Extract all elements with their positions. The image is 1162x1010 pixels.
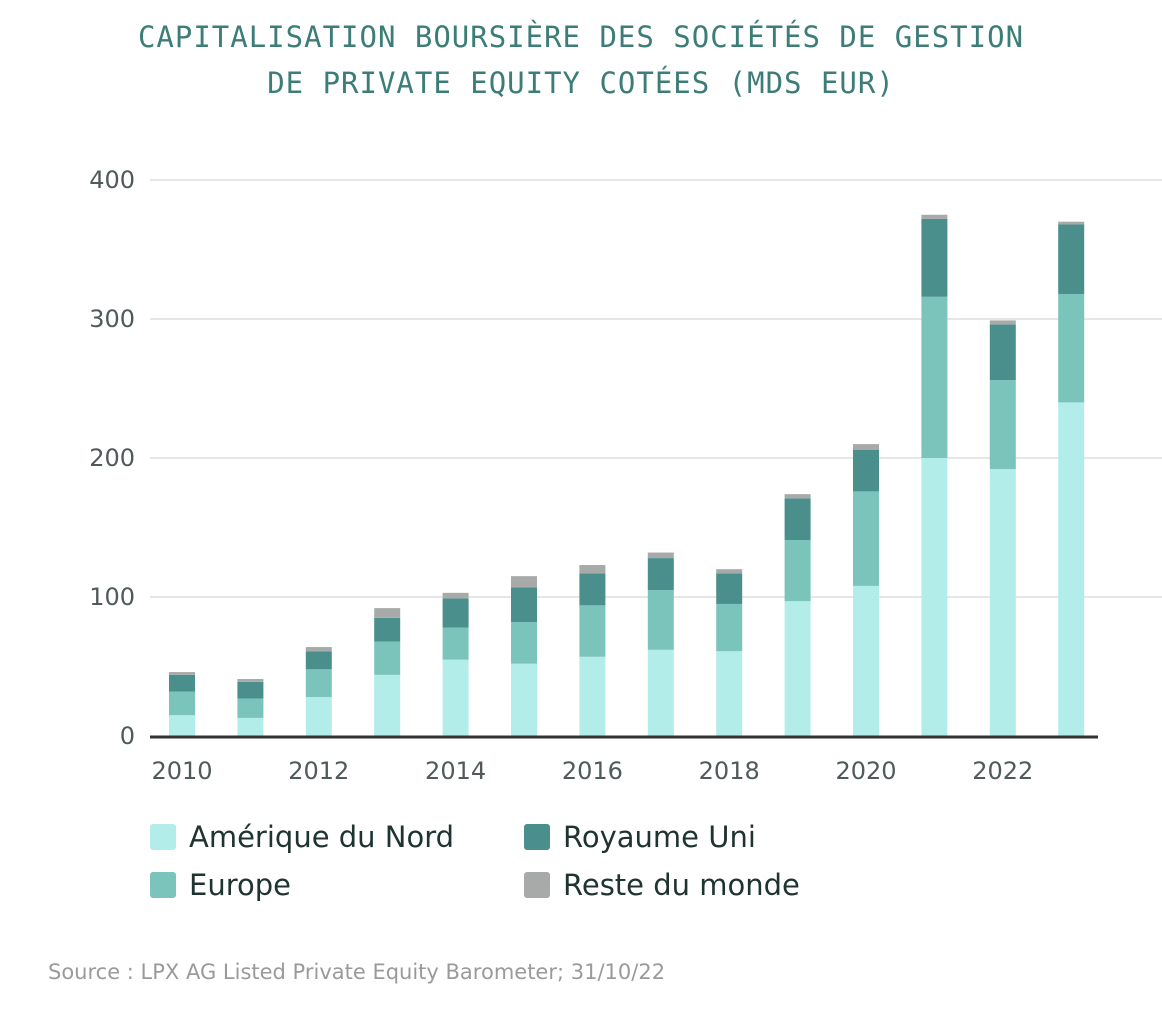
legend-item-amerique-du-nord: Amérique du Nord xyxy=(150,820,454,854)
bar-2010-amerique xyxy=(169,715,195,736)
legend-label-royaume-uni: Royaume Uni xyxy=(563,820,756,854)
bar-2016-europe xyxy=(579,605,606,657)
bar-2017-europe xyxy=(647,590,674,650)
bar-2010-europe xyxy=(169,691,195,716)
legend-label-amerique-du-nord: Amérique du Nord xyxy=(189,820,455,854)
bar-2015-europe xyxy=(511,622,537,664)
bar-2021-europe xyxy=(921,296,948,458)
legend-label-reste-du-monde: Reste du monde xyxy=(563,868,800,902)
bar-2014-reste xyxy=(442,592,469,599)
bar-2020-reste xyxy=(853,444,879,450)
bar-2022-royaume xyxy=(989,324,1016,381)
x-tick-label-2020: 2020 xyxy=(835,757,896,785)
bar-2016-amerique xyxy=(579,656,606,736)
bar-2019-europe xyxy=(784,540,811,602)
y-tick-label-200: 200 xyxy=(89,444,135,472)
bar-2012-europe xyxy=(305,669,332,698)
bar-2018-royaume xyxy=(716,573,743,604)
bar-2022-reste xyxy=(989,320,1016,325)
legend-item-reste-du-monde: Reste du monde xyxy=(524,868,800,902)
legend-swatch-amerique-du-nord xyxy=(150,824,176,850)
bar-2019-amerique xyxy=(784,601,811,736)
x-tick-label-2010: 2010 xyxy=(151,757,212,785)
bar-2014-europe xyxy=(442,627,469,660)
bar-2014-amerique xyxy=(442,659,469,736)
bar-2020-amerique xyxy=(853,585,879,736)
bar-2012-amerique xyxy=(305,697,332,736)
legend-label-europe: Europe xyxy=(189,868,291,902)
bar-2023-europe xyxy=(1058,293,1085,403)
stacked-bar-chart: 0 100 200 300 400 2010 2012 2014 2016 2018 2020 202… xyxy=(89,166,1162,785)
legend-swatch-europe xyxy=(150,872,176,898)
bar-2020-royaume xyxy=(853,449,879,492)
bar-2017-amerique xyxy=(647,649,674,736)
bar-2016-reste xyxy=(579,565,606,574)
bar-2021-amerique xyxy=(921,458,948,736)
y-tick-label-0: 0 xyxy=(120,722,135,750)
bar-2018-amerique xyxy=(716,651,743,736)
bar-2021-reste xyxy=(921,214,948,219)
chart-title-line-2: DE PRIVATE EQUITY COTÉES (MDS EUR) xyxy=(267,66,895,100)
bar-2011-amerique xyxy=(237,717,264,736)
bar-2015-royaume xyxy=(511,587,537,623)
bar-2017-reste xyxy=(647,552,674,559)
x-tick-label-2018: 2018 xyxy=(699,757,760,785)
bar-2010-royaume xyxy=(169,674,195,692)
bar-2017-royaume xyxy=(647,558,674,591)
bar-2022-europe xyxy=(989,380,1016,470)
legend-item-royaume-uni: Royaume Uni xyxy=(524,820,756,854)
bar-2012-royaume xyxy=(305,651,332,670)
bar-2013-royaume xyxy=(374,617,401,642)
legend-swatch-reste-du-monde xyxy=(524,872,550,898)
bar-2016-royaume xyxy=(579,573,606,606)
bar-2011-royaume xyxy=(237,681,264,699)
bar-2020-europe xyxy=(853,491,879,586)
bar-2018-reste xyxy=(716,569,743,574)
bar-2014-royaume xyxy=(442,598,469,628)
bar-2011-europe xyxy=(237,698,264,718)
bar-2019-reste xyxy=(784,494,811,499)
source-note: Source : LPX AG Listed Private Equity Ba… xyxy=(48,960,666,984)
legend-swatch-royaume-uni xyxy=(524,824,550,850)
bar-2013-amerique xyxy=(374,674,401,736)
bar-2015-amerique xyxy=(511,663,537,736)
y-tick-label-100: 100 xyxy=(89,583,135,611)
bar-2023-reste xyxy=(1058,221,1085,225)
chart-title-line-1: CAPITALISATION BOURSIÈRE DES SOCIÉTÉS DE… xyxy=(137,20,1025,54)
x-tick-label-2012: 2012 xyxy=(288,757,349,785)
bar-2012-reste xyxy=(305,647,332,652)
y-tick-label-300: 300 xyxy=(89,305,135,333)
bar-2021-royaume xyxy=(921,218,948,297)
bar-2019-royaume xyxy=(784,498,811,541)
y-tick-label-400: 400 xyxy=(89,166,135,194)
x-tick-label-2022: 2022 xyxy=(972,757,1033,785)
chart-title: CAPITALISATION BOURSIÈRE DES SOCIÉTÉS DE… xyxy=(0,14,1162,106)
bar-2013-europe xyxy=(374,641,401,675)
bar-2011-reste xyxy=(237,679,264,682)
bar-2023-royaume xyxy=(1058,224,1085,294)
bar-2013-reste xyxy=(374,608,401,618)
legend-item-europe: Europe xyxy=(150,868,291,902)
bar-2015-reste xyxy=(511,576,537,588)
x-tick-label-2014: 2014 xyxy=(425,757,486,785)
bar-2022-amerique xyxy=(989,469,1016,736)
bar-2018-europe xyxy=(716,603,743,652)
bar-2023-amerique xyxy=(1058,402,1085,736)
x-tick-label-2016: 2016 xyxy=(562,757,623,785)
bar-2010-reste xyxy=(169,672,195,675)
